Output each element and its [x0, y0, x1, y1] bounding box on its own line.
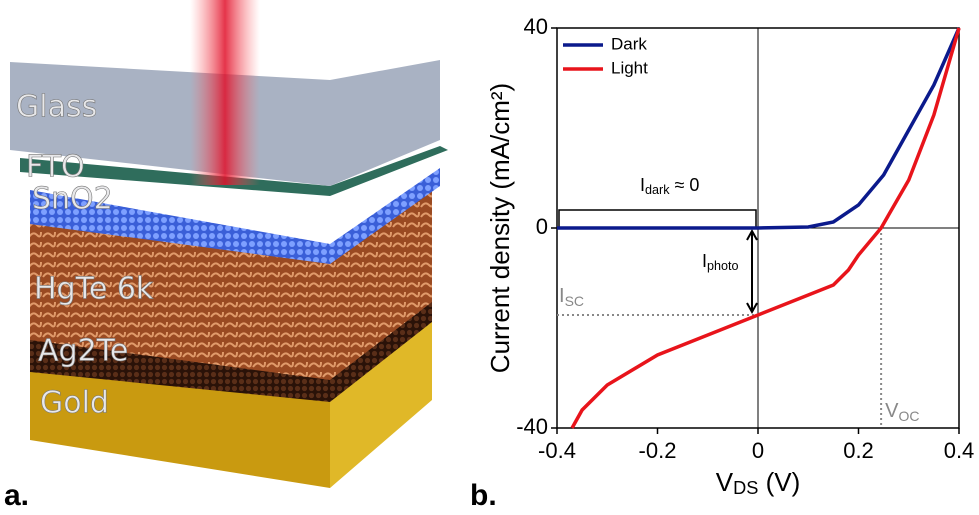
layer-label: HgTe 6k — [34, 272, 154, 307]
voc-label: VOC — [885, 400, 919, 423]
x-tick-label: 0.4 — [944, 438, 975, 463]
legend-label: Light — [611, 58, 648, 77]
ag2te-layer — [30, 300, 432, 402]
y-tick-label: -40 — [516, 414, 548, 439]
isc-label-base: I — [559, 285, 565, 307]
dark-label-base: I — [640, 175, 645, 195]
fto-layer — [20, 146, 448, 196]
y-tick-label: 40 — [524, 14, 548, 39]
legend-label: Dark — [611, 34, 647, 53]
x-axis-label: VDS (V) — [716, 467, 801, 498]
x-tick-label: -0.2 — [639, 438, 677, 463]
series-line — [557, 27, 961, 230]
sno2-layer — [30, 168, 440, 264]
dark-label-sub: dark — [645, 183, 670, 197]
photo-label-sub: photo — [707, 259, 739, 273]
dark-label: Idark ≈ 0 — [640, 175, 699, 198]
series-line — [570, 27, 961, 429]
gold-side — [330, 320, 432, 488]
panel-label: a. — [4, 479, 29, 512]
layer-label: Ag2Te — [38, 334, 128, 369]
layer-label: Gold — [40, 386, 109, 421]
isc-label-sub: SC — [565, 293, 584, 309]
layer-label: SnO2 — [32, 182, 113, 217]
laser-beam — [190, 0, 260, 185]
panel-label: b. — [470, 479, 497, 512]
gold-front — [30, 370, 330, 488]
x-tick-label: 0 — [752, 438, 764, 463]
arrow-head — [746, 228, 758, 241]
photo-label-base: I — [702, 251, 707, 271]
y-tick-label: 0 — [536, 214, 548, 239]
layer-label: Glass — [16, 90, 97, 125]
y-axis-label: Current density (mA/cm²) — [485, 83, 515, 373]
voc-label-base: V — [885, 400, 899, 422]
layer-label: FTO — [26, 150, 85, 185]
x-tick-label: 0.2 — [843, 438, 874, 463]
x-axis-label-base: V — [716, 467, 734, 497]
isc-label: ISC — [559, 285, 584, 308]
device-illustration: Glass FTO SnO2 HgTe 6k Ag2Te Gold a. — [4, 0, 448, 512]
dark-box — [558, 209, 757, 229]
x-axis-label-sub: DS — [733, 478, 758, 498]
x-axis-label-after: (V) — [758, 467, 800, 497]
arrow-head — [746, 302, 758, 315]
dark-label-after: ≈ 0 — [670, 175, 700, 195]
x-tick-label: -0.4 — [538, 438, 576, 463]
voc-label-sub: OC — [898, 408, 919, 424]
photo-label: Iphoto — [702, 251, 739, 274]
